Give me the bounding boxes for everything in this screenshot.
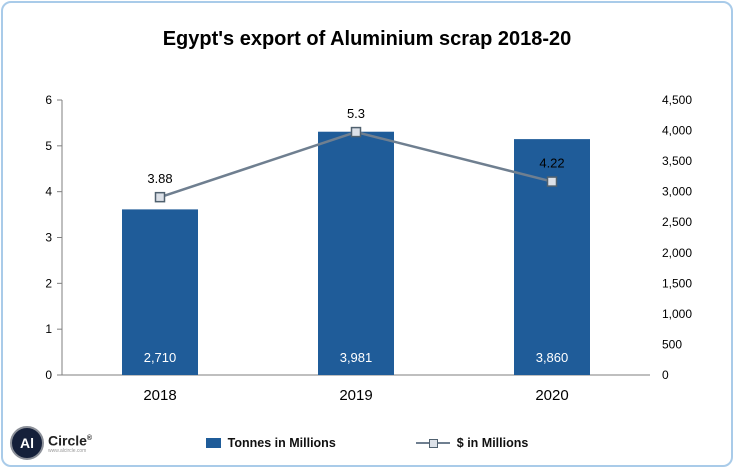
right-axis-tick-label: 3,500 [662, 154, 692, 168]
right-axis-tick-label: 1,000 [662, 307, 692, 321]
legend-bar-swatch [205, 438, 221, 448]
alcircle-logo-text: Circle® www.alcircle.com [48, 432, 92, 454]
right-axis-tick-label: 500 [662, 337, 682, 351]
left-axis-tick-label: 1 [45, 322, 52, 336]
alcircle-logo-name: Circle® [48, 432, 93, 449]
left-axis-tick-label: 5 [45, 139, 52, 153]
left-axis-tick-label: 3 [45, 231, 52, 245]
legend-label-dollars: $ in Millions [456, 436, 529, 450]
chart-title: Egypt's export of Aluminium scrap 2018-2… [162, 28, 572, 50]
alcircle-logo-mark-text: Al [20, 435, 34, 451]
bar-2019 [318, 131, 394, 375]
right-axis-tick-label: 4,000 [662, 124, 692, 138]
x-axis-category-label: 2018 [143, 387, 176, 404]
legend-item-tonnes: Tonnes in Millions [205, 436, 336, 450]
left-axis-tick-label: 6 [45, 93, 52, 107]
line-marker [350, 126, 362, 138]
line-value-label: 4.22 [539, 156, 564, 171]
x-axis-category-label: 2020 [535, 387, 568, 404]
right-axis-tick-label: 4,500 [662, 93, 692, 107]
legend-line-swatch [415, 438, 450, 448]
line-value-label: 5.3 [347, 106, 365, 121]
right-axis-tick-label: 2,000 [662, 246, 692, 260]
left-axis-tick-label: 2 [45, 276, 52, 290]
chart-legend: Tonnes in Millions $ in Millions [0, 436, 734, 450]
bar-value-label: 3,981 [340, 350, 373, 365]
right-axis-tick-label: 1,500 [662, 276, 692, 290]
left-axis-tick-label: 0 [45, 368, 52, 382]
line-marker [546, 176, 558, 187]
legend-label-tonnes: Tonnes in Millions [227, 436, 336, 450]
left-axis-tick-label: 4 [45, 185, 52, 199]
alcircle-logo-tagline: www.alcircle.com [48, 447, 87, 454]
x-axis-category-label: 2019 [339, 387, 372, 404]
bar-value-label: 2,710 [144, 350, 177, 365]
line-value-label: 3.88 [147, 171, 172, 186]
legend-item-dollars: $ in Millions [415, 436, 529, 450]
alcircle-logo: Al Circle® www.alcircle.com [10, 426, 92, 460]
right-axis-tick-label: 3,000 [662, 185, 692, 199]
legend-line-marker [428, 439, 438, 448]
right-axis-tick-label: 0 [662, 368, 669, 382]
line-marker [154, 191, 166, 203]
right-axis-tick-label: 2,500 [662, 215, 692, 229]
bar-2018 [122, 209, 198, 375]
bar-value-label: 3,860 [536, 350, 569, 365]
alcircle-logo-mark: Al [10, 426, 44, 460]
